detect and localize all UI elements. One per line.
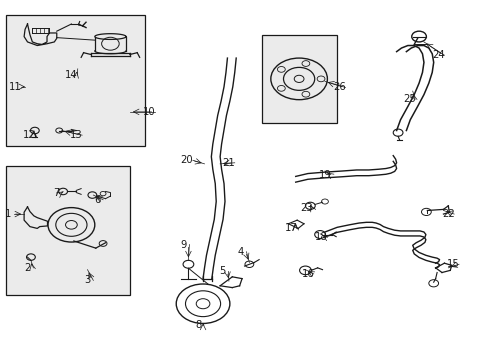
Text: 22: 22	[441, 209, 454, 219]
Bar	[5, 15, 144, 146]
Text: 5: 5	[219, 266, 225, 276]
Text: 7: 7	[54, 188, 60, 198]
Text: 1: 1	[5, 209, 11, 219]
Text: 13: 13	[70, 130, 82, 140]
Text: 20: 20	[180, 155, 193, 165]
Text: 6: 6	[94, 195, 100, 205]
Text: 16: 16	[301, 269, 314, 279]
Text: 2: 2	[24, 263, 31, 273]
Text: 14: 14	[65, 70, 78, 80]
Text: 10: 10	[143, 107, 155, 117]
Text: 18: 18	[315, 232, 327, 242]
Text: 21: 21	[222, 158, 235, 168]
Text: 19: 19	[318, 170, 331, 180]
Text: 25: 25	[402, 94, 415, 104]
Bar	[5, 166, 130, 295]
Text: 4: 4	[237, 247, 243, 257]
Text: 15: 15	[446, 259, 459, 269]
Bar	[261, 35, 336, 123]
Text: 12: 12	[22, 130, 35, 140]
Text: 9: 9	[180, 239, 186, 249]
Text: 3: 3	[84, 275, 90, 285]
Text: 24: 24	[431, 50, 444, 60]
Text: 26: 26	[332, 82, 345, 93]
Text: 8: 8	[195, 320, 201, 330]
Text: 11: 11	[9, 82, 21, 92]
Text: 23: 23	[300, 203, 313, 213]
Text: 17: 17	[284, 224, 297, 233]
